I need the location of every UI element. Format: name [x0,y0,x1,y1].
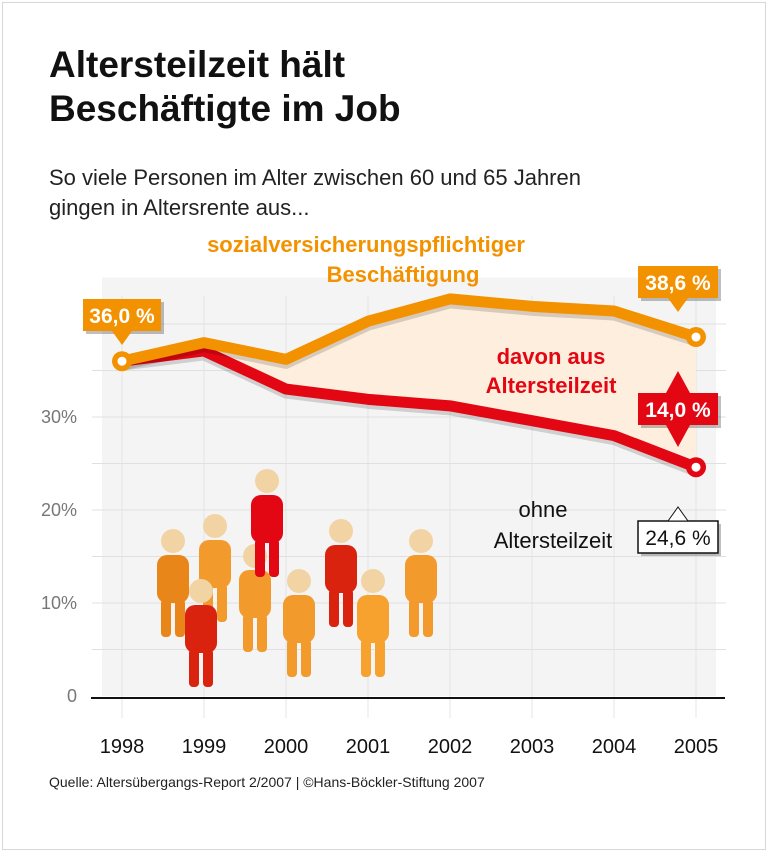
x-tick-label: 2002 [428,736,473,758]
y-tick-label: 30% [41,407,77,427]
person-head [409,529,433,553]
person-leg [287,639,297,677]
end-value-callout-ohne-altersteilzeit-label: 24,6 % [645,527,710,550]
person-figure-icon [283,569,315,677]
band-label: davon aus [497,344,606,369]
band-area [122,298,696,468]
data-point-marker-center [691,462,701,472]
data-point-marker-center [691,332,701,342]
chart-title: Altersteilzeit hält Beschäftigte im Job [49,43,401,131]
person-leg [189,649,199,687]
y-tick-label: 10% [41,593,77,613]
series-line-beschaeftigung [120,293,698,367]
x-tick-label: 2003 [510,736,555,758]
series-label-beschaeftigung: Beschäftigung [327,262,480,287]
person-leg [203,649,213,687]
series-label-ohne-altersteilzeit: ohne [519,497,568,522]
end-value-callout-ohne-altersteilzeit-pointer [667,506,689,522]
person-body [405,555,437,603]
subtitle-line-2: gingen in Altersrente aus... [49,195,310,220]
person-head [189,579,213,603]
value-callout-altersteilzeit-pointer-down [666,425,690,447]
person-body [199,540,231,588]
x-tick-label: 1999 [182,736,227,758]
value-callout-altersteilzeit-label: 14,0 % [645,399,711,422]
person-body [157,555,189,603]
person-body [251,495,283,543]
person-head [287,569,311,593]
series-label-beschaeftigung: sozialversicherungspflichtiger [207,232,525,257]
x-tick-label: 1998 [100,736,145,758]
person-leg [301,639,311,677]
x-tick-label: 2001 [346,736,391,758]
band-label: Altersteilzeit [486,373,617,398]
end-value-callout-beschaeftigung-box [638,266,718,298]
person-body [239,570,271,618]
value-callout-altersteilzeit-box [638,393,718,425]
person-leg [423,599,433,637]
title-line-2: Beschäftigte im Job [49,88,401,129]
subtitle-line-1: So viele Personen im Alter zwischen 60 u… [49,165,581,190]
person-leg [375,639,385,677]
chart-subtitle: So viele Personen im Alter zwischen 60 u… [49,163,581,223]
person-figure-icon [405,529,437,637]
title-line-1: Altersteilzeit hält [49,44,346,85]
person-leg [243,614,253,652]
end-value-callout-beschaeftigung-pointer [668,298,688,312]
person-body [283,595,315,643]
person-head [161,529,185,553]
start-value-callout-label: 36,0 % [89,305,155,328]
person-head [329,519,353,543]
person-figure-icon [357,569,389,677]
value-callout-altersteilzeit-pointer-up [666,371,690,393]
start-value-callout-box [83,299,161,331]
start-value-callout-pointer [112,331,132,345]
source-note: Quelle: Altersübergangs-Report 2/2007 | … [49,774,485,790]
person-figure-icon [251,469,283,577]
person-figure-icon [199,514,231,622]
person-leg [175,599,185,637]
x-tick-label: 2005 [674,736,719,758]
end-value-callout-ohne-altersteilzeit-box [637,520,719,554]
person-leg [361,639,371,677]
series-line-ohne-altersteilzeit [121,345,698,473]
person-leg [257,614,267,652]
person-body [357,595,389,643]
data-point-marker-center [117,356,127,366]
person-figure-icon [325,519,357,627]
person-leg [343,589,353,627]
person-head [255,469,279,493]
person-figure-icon [185,579,217,687]
person-leg [269,539,279,577]
person-leg [255,539,265,577]
person-leg [329,589,339,627]
line-chart: 0 10% 20% 30% 1998 1999 2000 2001 2002 2003 2004 20… [41,232,726,758]
x-tick-label: 2004 [592,736,637,758]
y-tick-label: 0 [67,686,77,706]
person-leg [217,584,227,622]
person-leg [161,599,171,637]
person-head [361,569,385,593]
person-figure-icon [157,529,189,637]
person-head [203,514,227,538]
series-label-ohne-altersteilzeit: Altersteilzeit [494,528,613,553]
person-leg [409,599,419,637]
end-value-callout-beschaeftigung-label: 38,6 % [645,272,711,295]
y-tick-label: 20% [41,500,77,520]
x-tick-label: 2000 [264,736,309,758]
person-body [185,605,217,653]
person-body [325,545,357,593]
